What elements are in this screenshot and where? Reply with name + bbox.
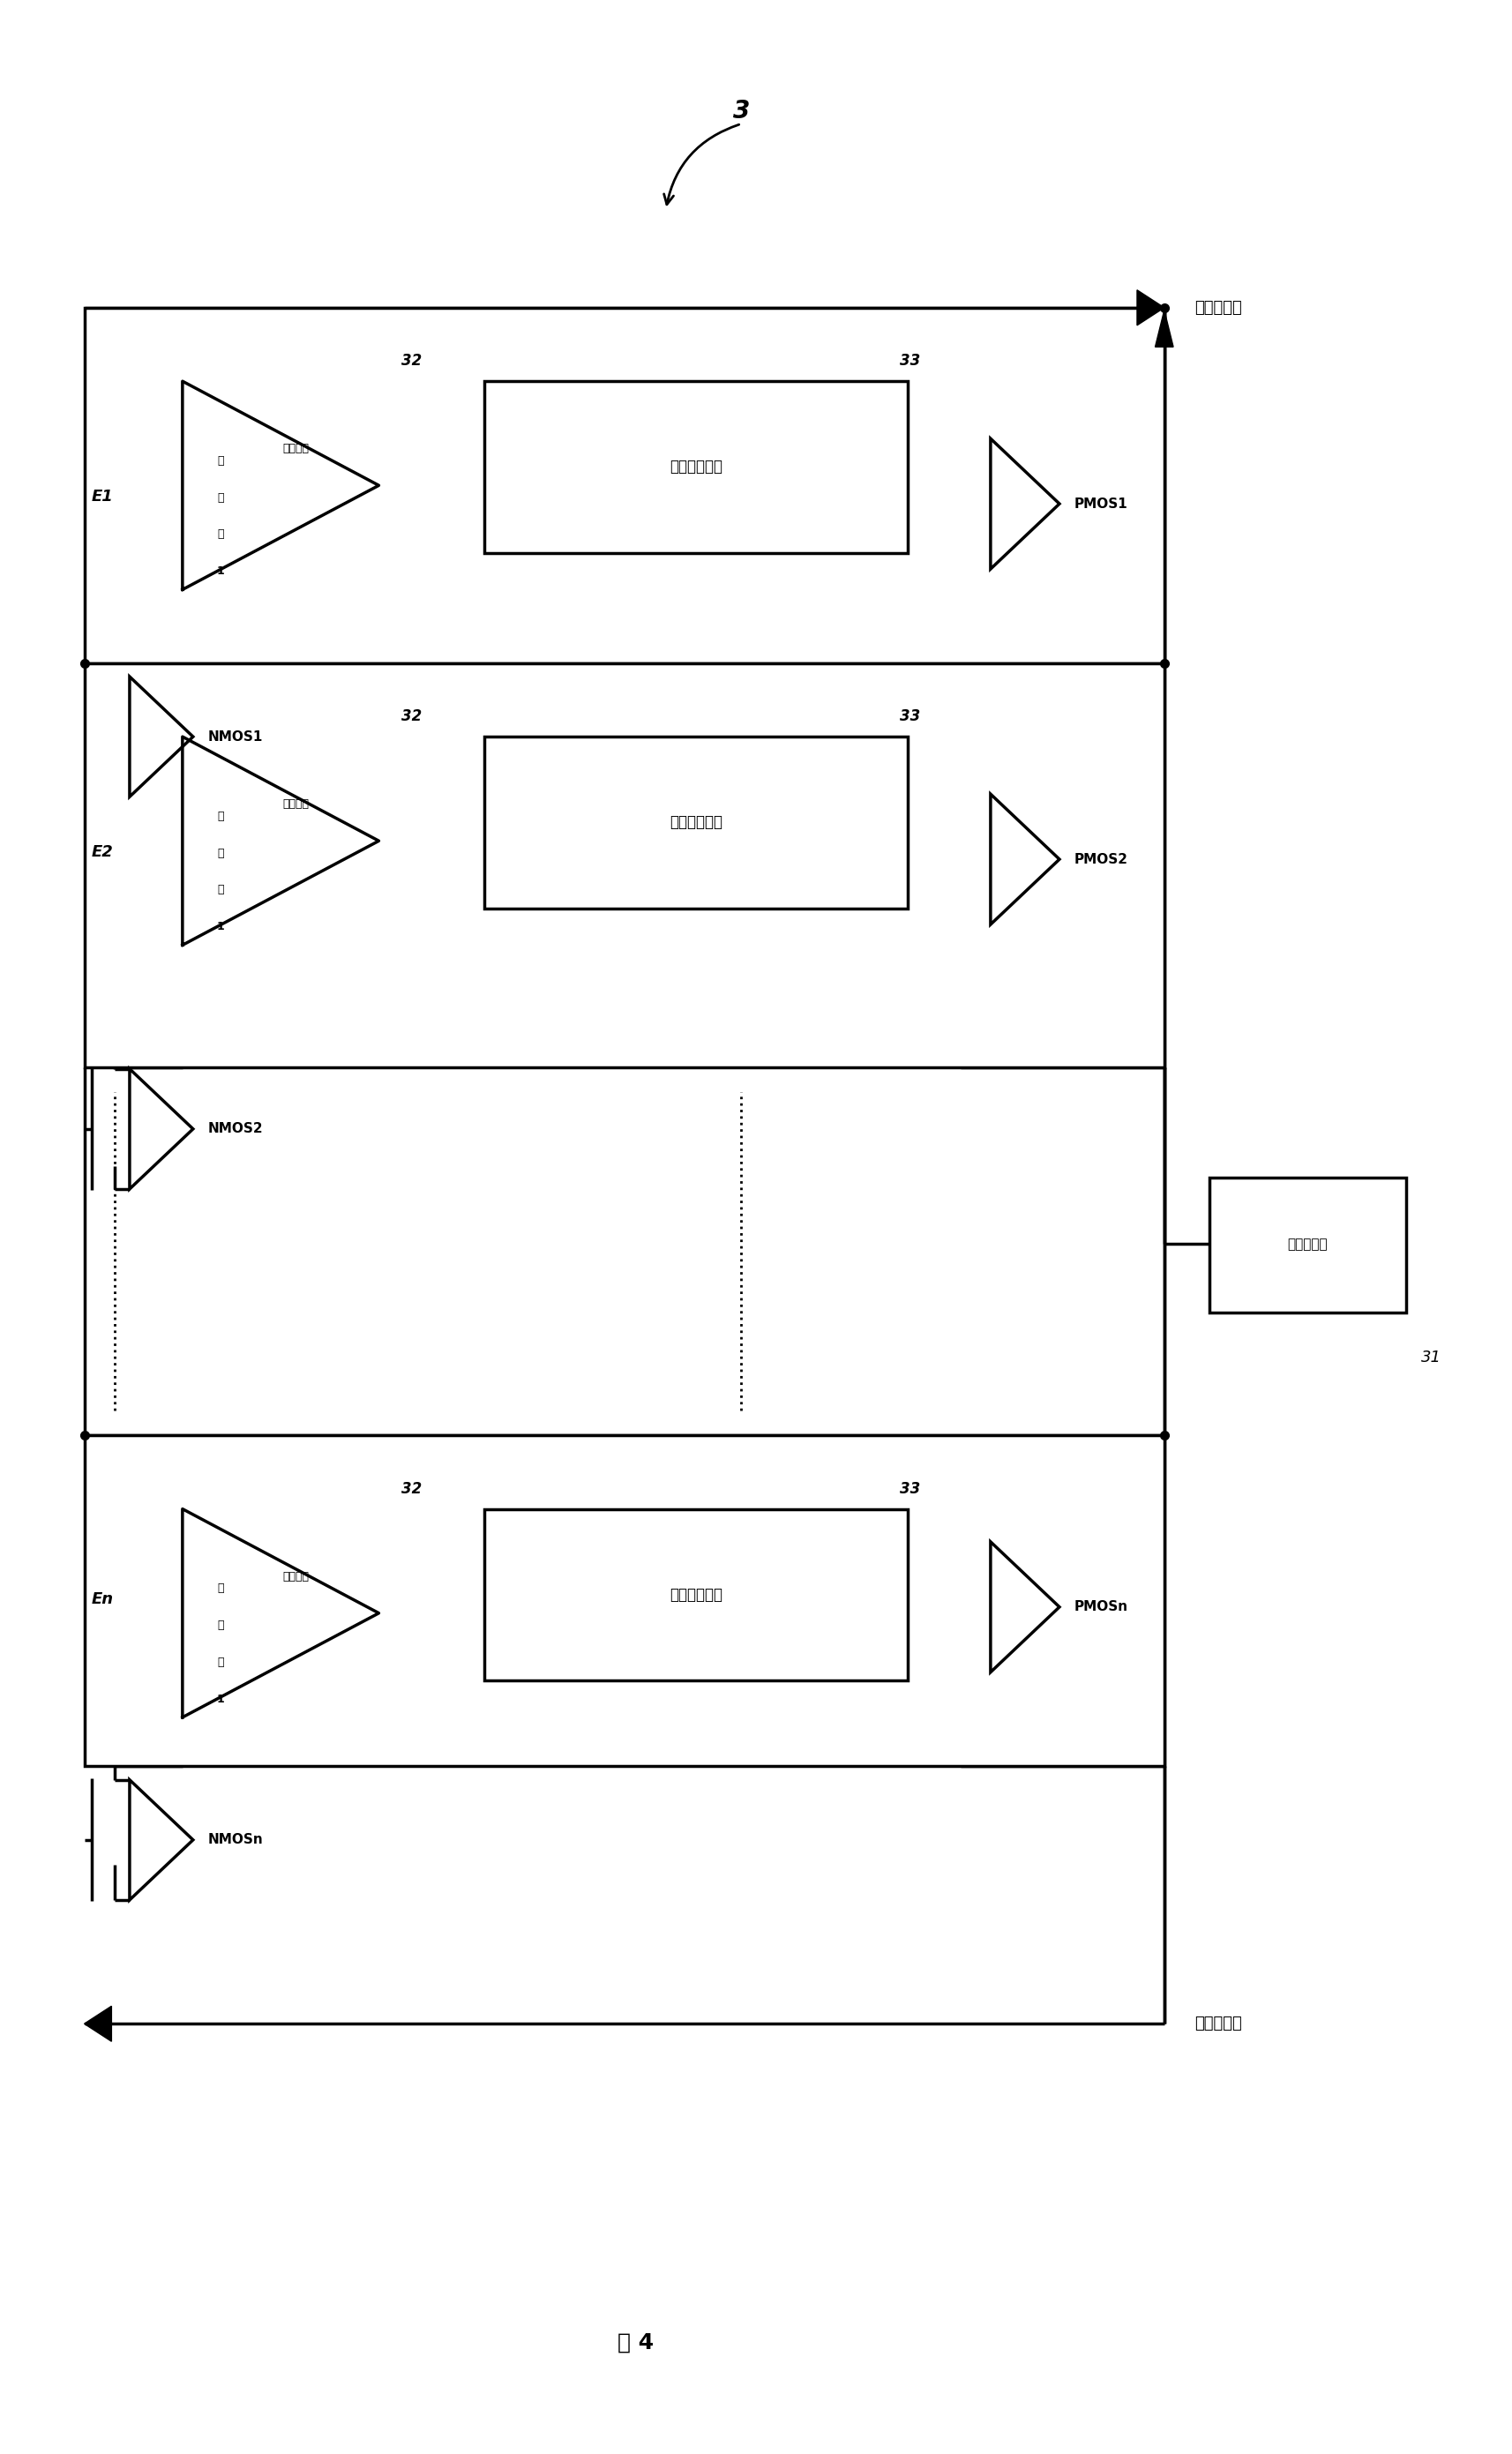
Polygon shape <box>1155 309 1173 346</box>
Polygon shape <box>990 1541 1058 1671</box>
Text: 器: 器 <box>216 883 224 896</box>
Text: 电压检测: 电压检测 <box>283 442 308 454</box>
FancyBboxPatch shape <box>85 663 1164 1067</box>
Polygon shape <box>130 677 194 798</box>
Text: 32: 32 <box>401 709 422 724</box>
Text: 精: 精 <box>216 454 224 466</box>
Text: 电压检测: 电压检测 <box>283 798 308 810</box>
Polygon shape <box>1137 290 1164 326</box>
Text: NMOS1: NMOS1 <box>209 731 263 744</box>
Text: 33: 33 <box>900 1480 919 1497</box>
Text: 恒流充电源: 恒流充电源 <box>1194 299 1241 317</box>
Text: 31: 31 <box>1420 1350 1441 1364</box>
Text: 器: 器 <box>216 528 224 540</box>
Polygon shape <box>990 795 1058 925</box>
FancyBboxPatch shape <box>484 380 907 552</box>
Text: 1: 1 <box>216 920 224 933</box>
Text: 3: 3 <box>732 98 750 123</box>
Text: 恒流充电源: 恒流充电源 <box>1194 2015 1241 2032</box>
FancyBboxPatch shape <box>85 1436 1164 1767</box>
Text: NMOSn: NMOSn <box>209 1833 263 1845</box>
Text: 电压检测: 电压检测 <box>283 1571 308 1583</box>
Text: 33: 33 <box>900 709 919 724</box>
Text: 密: 密 <box>216 1620 224 1632</box>
Text: 图 4: 图 4 <box>617 2331 653 2353</box>
Text: E2: E2 <box>92 844 113 859</box>
Text: PMOS2: PMOS2 <box>1074 852 1128 866</box>
Text: 1: 1 <box>216 1693 224 1706</box>
Text: PMOS1: PMOS1 <box>1074 498 1128 510</box>
Text: 器: 器 <box>216 1656 224 1669</box>
Polygon shape <box>130 1779 194 1899</box>
FancyBboxPatch shape <box>1210 1178 1405 1313</box>
Text: 充电控制电路: 充电控制电路 <box>670 815 723 829</box>
Polygon shape <box>990 439 1058 569</box>
Text: 密: 密 <box>216 847 224 859</box>
Polygon shape <box>85 2005 112 2042</box>
Text: NMOS2: NMOS2 <box>209 1121 263 1136</box>
FancyBboxPatch shape <box>484 1509 907 1681</box>
Text: E1: E1 <box>92 488 113 506</box>
Text: 精: 精 <box>216 1583 224 1595</box>
Text: 32: 32 <box>401 1480 422 1497</box>
FancyBboxPatch shape <box>484 736 907 908</box>
Text: 32: 32 <box>401 353 422 368</box>
Text: 33: 33 <box>900 353 919 368</box>
Text: 电源供应器: 电源供应器 <box>1287 1237 1328 1252</box>
FancyBboxPatch shape <box>85 307 1164 663</box>
Text: PMOSn: PMOSn <box>1074 1600 1128 1615</box>
Text: 密: 密 <box>216 491 224 503</box>
Polygon shape <box>130 1070 194 1190</box>
Text: 充电控制电路: 充电控制电路 <box>670 459 723 476</box>
Text: En: En <box>92 1593 113 1607</box>
Text: 精: 精 <box>216 810 224 822</box>
Text: 充电控制电路: 充电控制电路 <box>670 1588 723 1602</box>
Text: 1: 1 <box>216 564 224 577</box>
